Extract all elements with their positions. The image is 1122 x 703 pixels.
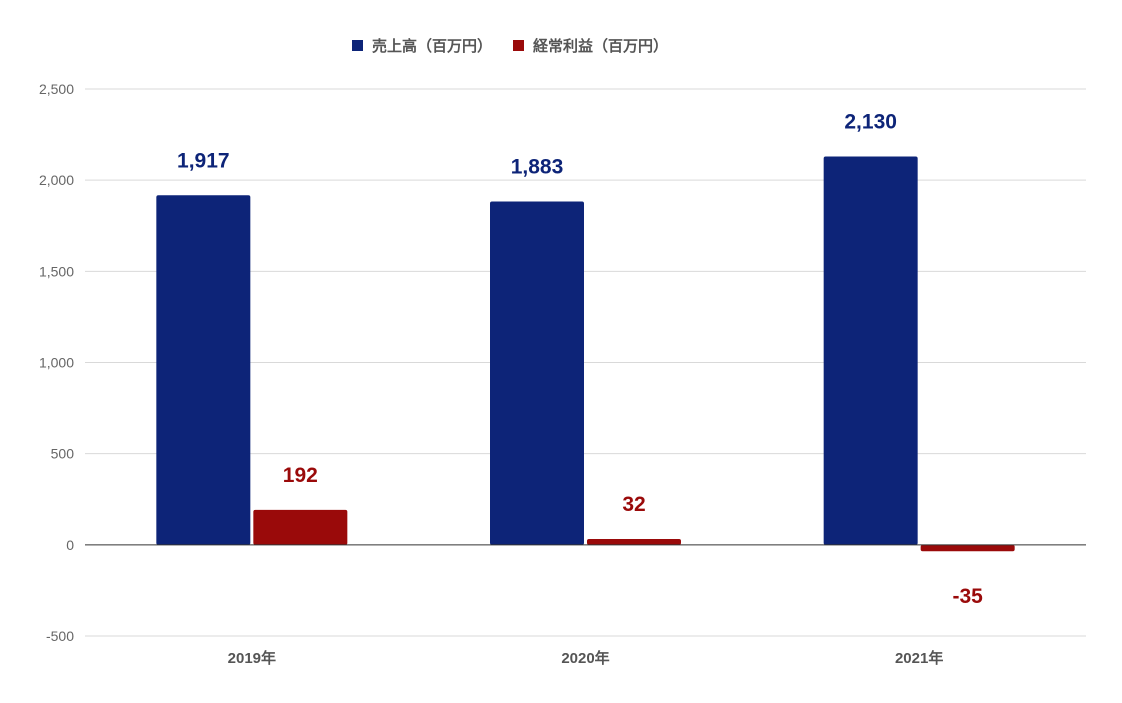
y-tick-label: 1,500 <box>39 263 74 279</box>
y-tick-label: 2,500 <box>39 81 74 97</box>
data-label: 1,883 <box>511 155 564 178</box>
y-tick-label: 0 <box>66 537 74 553</box>
x-tick-label: 2019年 <box>228 649 276 667</box>
bar-series-2 <box>587 538 681 545</box>
bar-series-2 <box>253 509 348 545</box>
bar-series-1 <box>823 156 918 545</box>
x-tick-label: 2021年 <box>895 649 943 667</box>
bars <box>156 156 1015 552</box>
data-label: 192 <box>283 464 318 487</box>
y-tick-label: 2,000 <box>39 172 74 188</box>
data-label: 2,130 <box>844 110 897 133</box>
y-tick-label: 500 <box>51 446 75 462</box>
bar-series-2 <box>920 544 1015 552</box>
legend-label: 売上高（百万円） <box>372 37 492 55</box>
legend: 売上高（百万円） 経常利益（百万円） <box>352 37 668 55</box>
data-label: 32 <box>622 493 645 516</box>
legend-label: 経常利益（百万円） <box>533 37 668 55</box>
x-tick-label: 2020年 <box>561 649 609 667</box>
data-label: -35 <box>952 585 983 608</box>
legend-swatch <box>352 40 363 51</box>
y-tick-label: -500 <box>46 628 74 644</box>
bar-series-1 <box>490 201 584 545</box>
axis-ticks: -500 0 500 1,000 1,500 2,000 2,500 2019年 2020年 20… <box>39 81 943 667</box>
data-label: 1,917 <box>177 149 230 172</box>
data-labels: 1,917 192 1,883 32 2,130 -35 <box>177 110 983 608</box>
bar-series-1 <box>156 195 251 545</box>
legend-swatch <box>513 40 524 51</box>
y-tick-label: 1,000 <box>39 355 74 371</box>
gridlines <box>85 88 1086 637</box>
